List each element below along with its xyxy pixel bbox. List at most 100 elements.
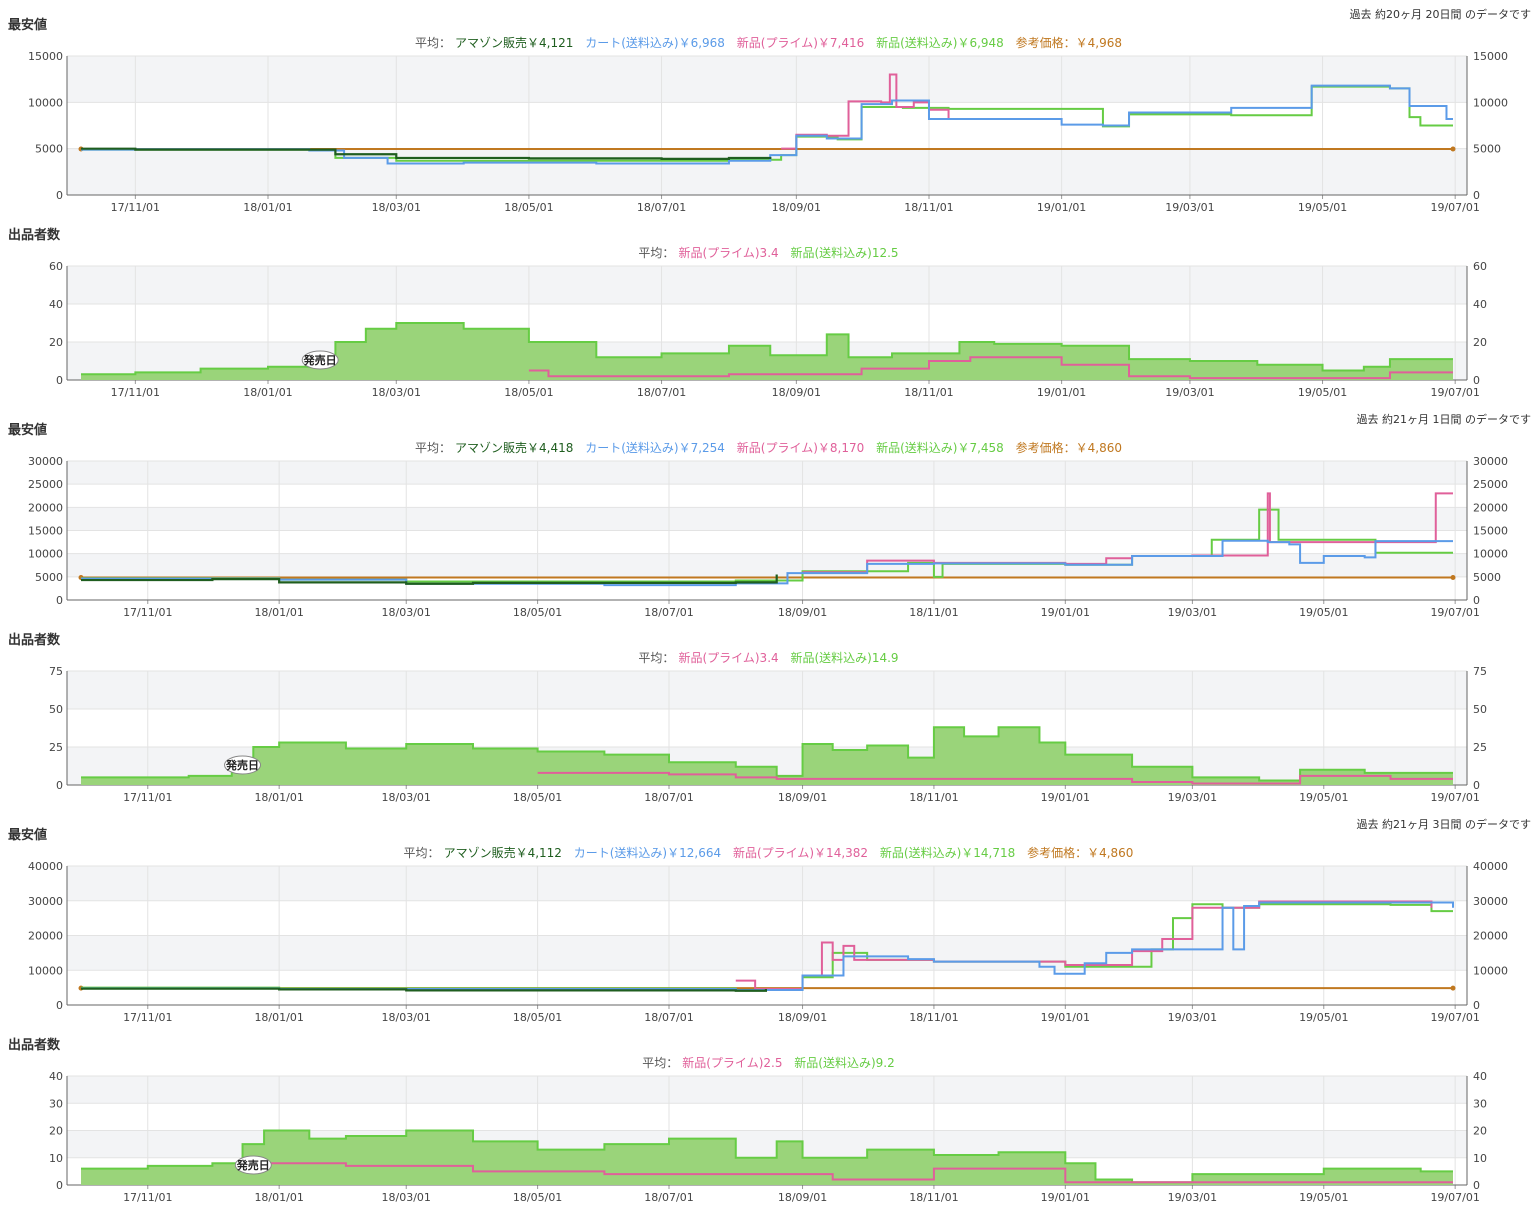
x-tick-label: 18/05/01	[513, 606, 562, 619]
x-tick-label: 19/07/01	[1430, 386, 1479, 399]
y-tick-label-left: 30000	[28, 455, 63, 468]
legend-prime[interactable]: 新品(プライム)￥8,170	[736, 441, 865, 455]
x-tick-label: 18/03/01	[382, 1191, 431, 1204]
y-tick-label-right: 0	[1473, 189, 1480, 202]
series-cart-line	[81, 84, 1453, 165]
chart-block-2: 過去 約21ヶ月 1日間 のデータです 最安値 平均： アマゾン販売￥4,418 …	[0, 405, 1537, 810]
legend-cart[interactable]: カート(送料込み)￥6,968	[585, 36, 725, 50]
y-tick-label-left: 50	[49, 703, 63, 716]
x-tick-label: 17/11/01	[123, 791, 172, 804]
legend-amazon[interactable]: アマゾン販売￥4,121	[455, 36, 574, 50]
x-tick-label: 17/11/01	[123, 606, 172, 619]
y-tick-label-right: 30000	[1473, 455, 1508, 468]
legend-avg: 平均：	[642, 1056, 679, 1070]
y-tick-label-right: 10	[1473, 1152, 1487, 1165]
legend-ref[interactable]: 参考価格：￥4,860	[1015, 441, 1122, 455]
x-tick-label: 18/09/01	[778, 606, 827, 619]
y-tick-label-left: 30	[49, 1097, 63, 1110]
period-note: 過去 約21ヶ月 3日間 のデータです	[1356, 818, 1531, 831]
price-legend: 平均： アマゾン販売￥4,418 カート(送料込み)￥7,254 新品(プライム)…	[0, 439, 1537, 456]
price-legend: 平均： アマゾン販売￥4,121 カート(送料込み)￥6,968 新品(プライム)…	[0, 34, 1537, 51]
x-tick-label: 19/03/01	[1168, 791, 1217, 804]
legend-amazon[interactable]: アマゾン販売￥4,112	[443, 846, 562, 860]
grid-band	[67, 461, 1467, 485]
legend-amazon[interactable]: アマゾン販売￥4,418	[455, 441, 574, 455]
legend-cart[interactable]: カート(送料込み)￥12,664	[573, 846, 722, 860]
y-tick-label-right: 5000	[1473, 143, 1501, 156]
y-tick-label-left: 40	[49, 1070, 63, 1083]
legend-new[interactable]: 新品(送料込み)￥6,948	[876, 36, 1004, 50]
y-tick-label-left: 10000	[28, 548, 63, 561]
x-tick-label: 18/01/01	[254, 1191, 303, 1204]
y-tick-label-right: 10000	[1473, 96, 1508, 109]
legend-prime[interactable]: 新品(プライム)￥7,416	[736, 36, 865, 50]
x-tick-label: 19/03/01	[1168, 1011, 1217, 1024]
legend-avg: 平均：	[415, 36, 452, 50]
legend-new[interactable]: 新品(送料込み)9.2	[794, 1056, 895, 1070]
x-tick-label: 19/07/01	[1430, 1191, 1479, 1204]
chart-block-3: 過去 約21ヶ月 3日間 のデータです 最安値 平均： アマゾン販売￥4,112 …	[0, 810, 1537, 1210]
series-amazon-line	[81, 987, 768, 992]
seller-legend: 平均： 新品(プライム)2.5 新品(送料込み)9.2	[0, 1054, 1537, 1071]
y-tick-label-left: 25	[49, 741, 63, 754]
x-tick-label: 17/11/01	[111, 386, 160, 399]
x-tick-label: 18/09/01	[772, 386, 821, 399]
seller-chart-1: 17/11/01 18/01/01 18/03/01 18/05/01 18/07/01…	[49, 260, 1487, 399]
release-label: 発売日	[225, 758, 259, 772]
x-tick-label: 18/03/01	[382, 606, 431, 619]
x-tick-label: 18/03/01	[382, 791, 431, 804]
legend-avg: 平均：	[415, 441, 452, 455]
x-tick-label: 18/09/01	[778, 1191, 827, 1204]
series-amazon-line	[81, 147, 772, 160]
legend-prime[interactable]: 新品(プライム)3.4	[678, 246, 779, 260]
x-tick-label: 18/11/01	[909, 791, 958, 804]
y-tick-label-right: 50	[1473, 703, 1487, 716]
y-tick-label-left: 25000	[28, 478, 63, 491]
price-legend: 平均： アマゾン販売￥4,112 カート(送料込み)￥12,664 新品(プライム…	[0, 844, 1537, 861]
y-tick-label-left: 5000	[35, 143, 63, 156]
release-label: 発売日	[303, 353, 337, 367]
y-tick-label-left: 15000	[28, 525, 63, 538]
x-tick-label: 18/05/01	[513, 1191, 562, 1204]
y-tick-label-right: 40000	[1473, 860, 1508, 873]
legend-avg: 平均：	[638, 651, 675, 665]
x-tick-label: 18/01/01	[254, 791, 303, 804]
x-tick-label: 18/05/01	[504, 386, 553, 399]
legend-new[interactable]: 新品(送料込み)14.9	[790, 651, 899, 665]
release-marker	[224, 755, 262, 775]
x-tick-label: 19/07/01	[1430, 201, 1479, 214]
period-note: 過去 約21ヶ月 1日間 のデータです	[1356, 413, 1531, 426]
ref-point	[1450, 574, 1456, 580]
legend-prime[interactable]: 新品(プライム)￥14,382	[732, 846, 869, 860]
legend-prime[interactable]: 新品(プライム)2.5	[682, 1056, 783, 1070]
grid-band	[67, 1076, 1467, 1104]
x-tick-label: 18/03/01	[372, 386, 421, 399]
legend-prime[interactable]: 新品(プライム)3.4	[678, 651, 779, 665]
legend-new[interactable]: 新品(送料込み)￥7,458	[876, 441, 1004, 455]
x-tick-label: 19/01/01	[1041, 791, 1090, 804]
grid-band	[67, 553, 1467, 577]
y-tick-label-right: 25000	[1473, 478, 1508, 491]
x-tick-label: 19/05/01	[1299, 1191, 1348, 1204]
y-tick-label-right: 15000	[1473, 50, 1508, 63]
legend-cart[interactable]: カート(送料込み)￥7,254	[585, 441, 725, 455]
x-tick-label: 18/01/01	[243, 201, 292, 214]
series-new-line	[81, 726, 1453, 782]
y-tick-label-left: 15000	[28, 50, 63, 63]
legend-new[interactable]: 新品(送料込み)12.5	[790, 246, 899, 260]
y-tick-label-left: 5000	[35, 571, 63, 584]
x-tick-label: 18/07/01	[637, 201, 686, 214]
series-new-area	[81, 727, 1453, 785]
y-tick-label-right: 0	[1473, 999, 1480, 1012]
series-prime-line	[253, 1162, 1453, 1184]
x-tick-label: 18/05/01	[504, 201, 553, 214]
legend-ref[interactable]: 参考価格：￥4,860	[1027, 846, 1134, 860]
x-tick-label: 18/07/01	[644, 791, 693, 804]
y-tick-label-left: 0	[56, 999, 63, 1012]
x-tick-label: 19/01/01	[1041, 1011, 1090, 1024]
seller-legend: 平均： 新品(プライム)3.4 新品(送料込み)12.5	[0, 244, 1537, 261]
legend-new[interactable]: 新品(送料込み)￥14,718	[879, 846, 1016, 860]
legend-ref[interactable]: 参考価格：￥4,968	[1015, 36, 1122, 50]
price-chart-2: 17/11/01 18/01/01 18/03/01 18/05/01 18/07/01…	[28, 455, 1508, 619]
x-tick-label: 18/01/01	[243, 386, 292, 399]
